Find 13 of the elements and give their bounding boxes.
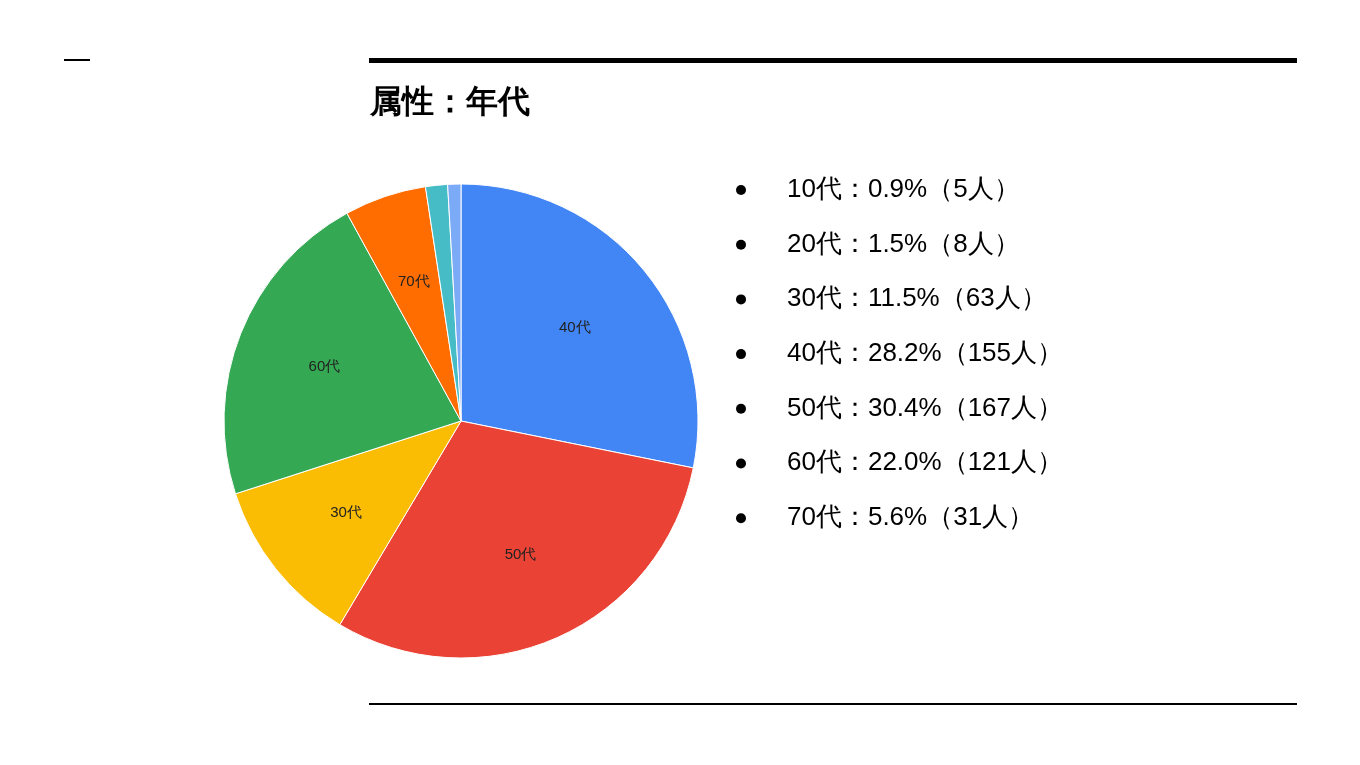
text: 40代：28.2%（155人） — [787, 336, 1064, 367]
text: 10代：0.9%（5人） — [787, 172, 1020, 203]
chart-title: 属性：年代 — [369, 83, 530, 119]
slice-label: 70代 — [398, 271, 430, 289]
text: 60代：22.0%（121人） — [787, 446, 1064, 477]
slice-label: 50代 — [504, 545, 537, 563]
slice-label: 60代 — [308, 356, 341, 374]
text: 70代：5.6%（31人） — [787, 501, 1035, 532]
text: 50代：30.4%（167人） — [787, 391, 1064, 422]
text: 30代：11.5%（63人） — [787, 282, 1047, 313]
slice-label: 40代 — [558, 317, 591, 335]
text: 20代：1.5%（8人） — [787, 227, 1020, 258]
slice-label: 30代 — [330, 502, 362, 520]
